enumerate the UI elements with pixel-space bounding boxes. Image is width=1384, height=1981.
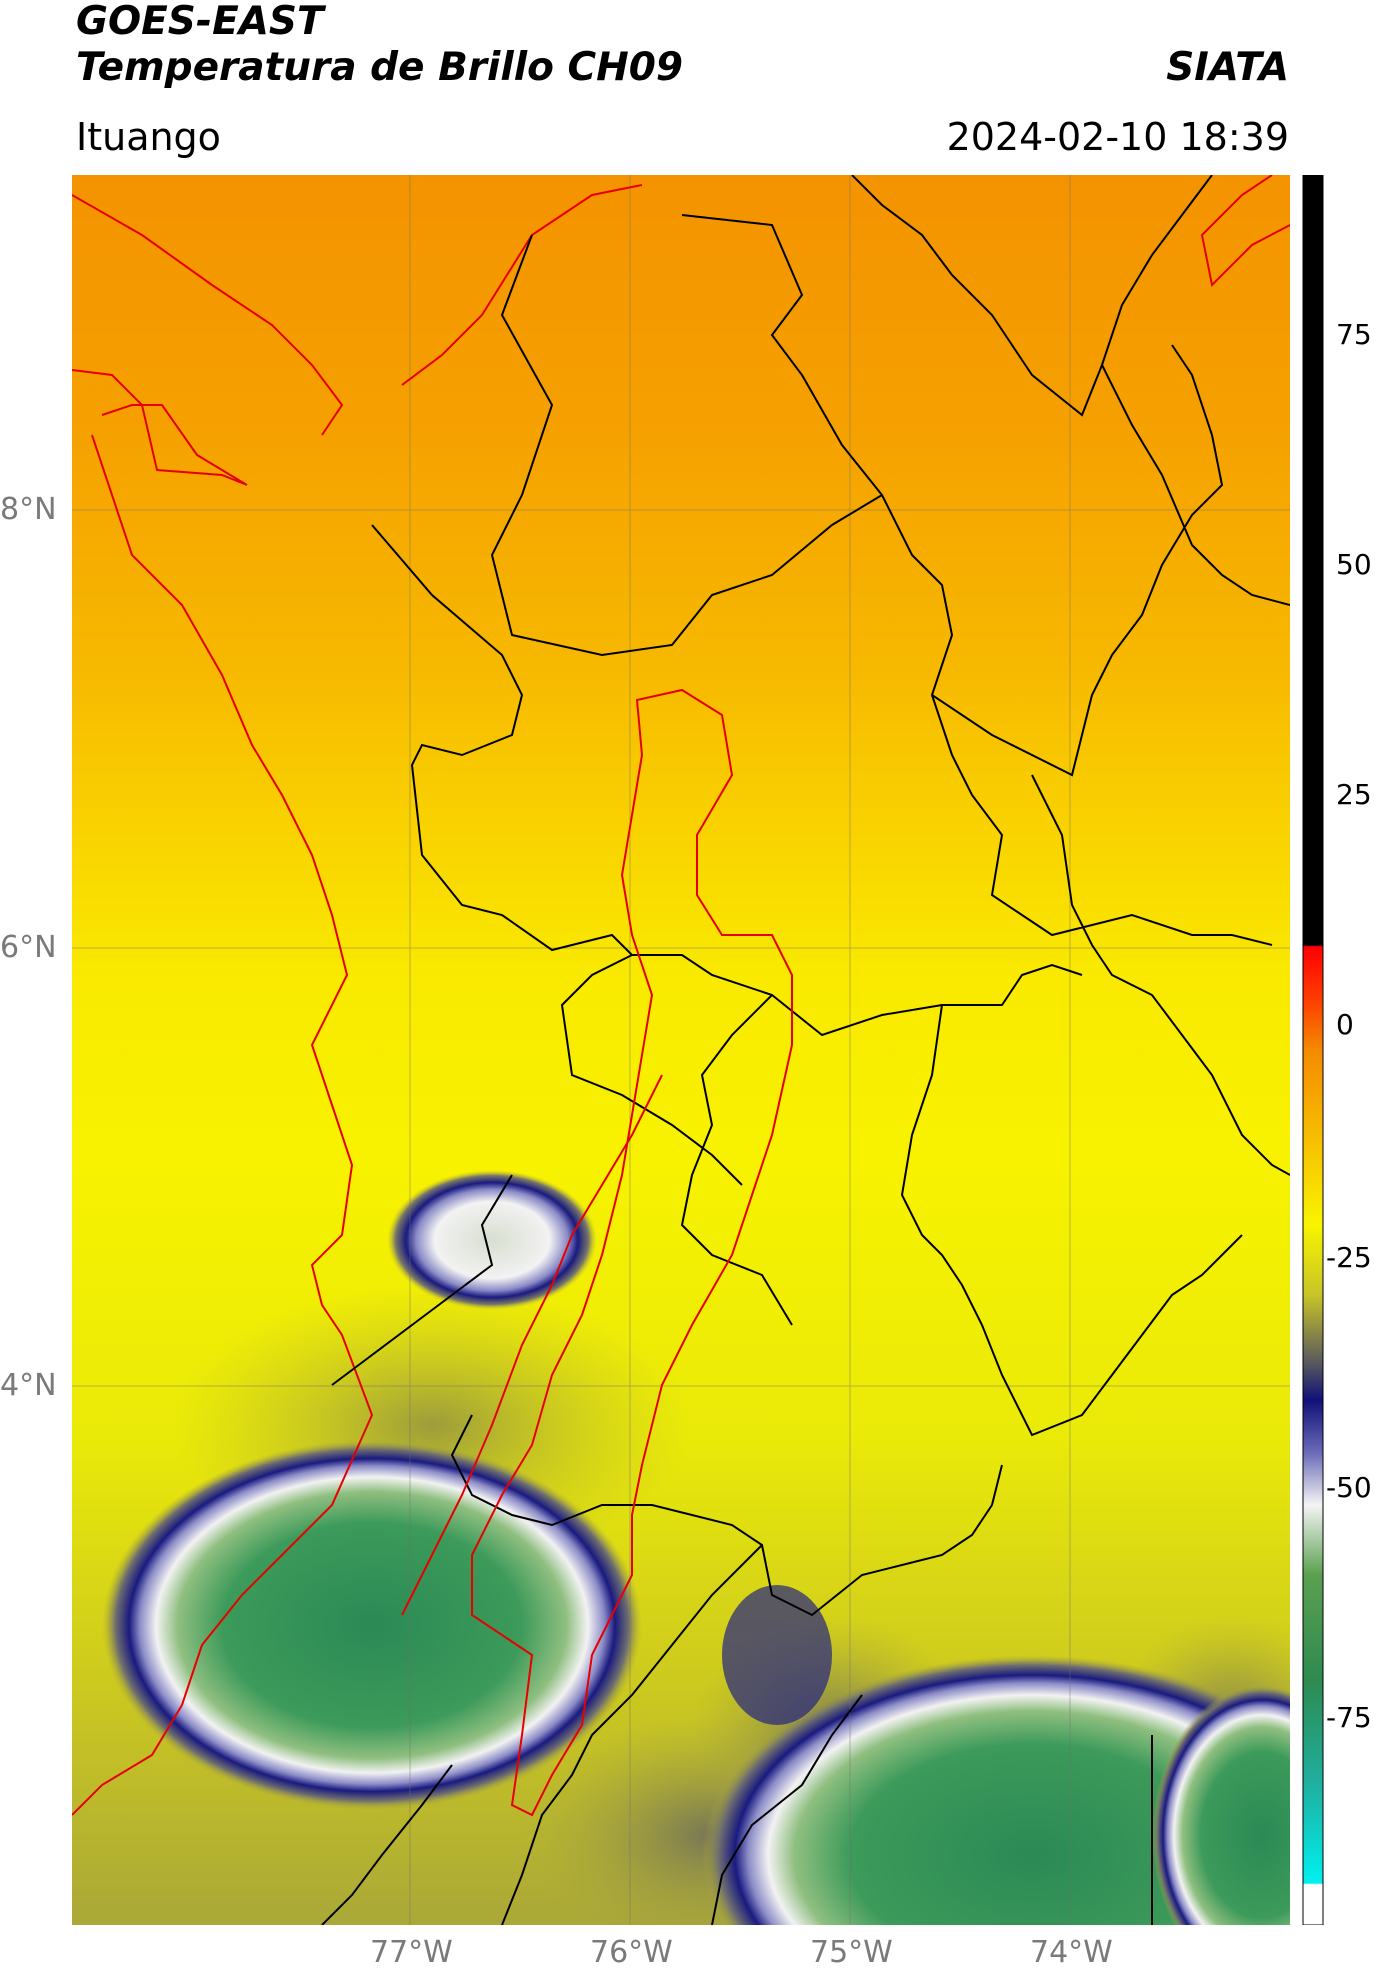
colorbar-tick-50: 50 xyxy=(1336,548,1372,581)
datetime-label: 2024-02-10 18:39 xyxy=(946,115,1289,159)
lon-label-75w: 75°W xyxy=(810,1935,893,1970)
basin-boundary-west xyxy=(401,1074,663,1616)
gridlines xyxy=(72,175,1290,1925)
temperature-colorbar xyxy=(1302,175,1324,1925)
location-label: Ituango xyxy=(76,115,221,159)
lat-label-8n: 8°N xyxy=(0,492,57,527)
lat-label-4n: 4°N xyxy=(0,1368,57,1403)
colorbar-tick-25: 25 xyxy=(1336,778,1372,811)
lon-label-76w: 76°W xyxy=(590,1935,673,1970)
cold-cloud-patch xyxy=(722,1585,832,1725)
cold-cloud-central xyxy=(387,1170,597,1310)
colorbar-tick-minus75: -75 xyxy=(1326,1701,1372,1734)
colorbar-tick-minus25: -25 xyxy=(1326,1241,1372,1274)
lon-label-74w: 74°W xyxy=(1030,1935,1113,1970)
admin-boundaries xyxy=(321,175,1290,1925)
lat-label-6n: 6°N xyxy=(0,930,57,965)
coastline-east xyxy=(1200,175,1290,288)
lon-label-77w: 77°W xyxy=(370,1935,453,1970)
cold-cloud-south xyxy=(702,1655,1290,1925)
coastline xyxy=(72,184,643,1816)
basin-boundary xyxy=(471,688,793,1817)
colorbar-tick-75: 75 xyxy=(1336,318,1372,351)
brand-label: SIATA xyxy=(1166,45,1289,90)
colorbar-tick-minus50: -50 xyxy=(1326,1471,1372,1504)
title-product: Temperatura de Brillo CH09 xyxy=(76,45,684,90)
cold-cloud-west xyxy=(102,1440,642,1810)
brightness-temperature-map xyxy=(72,175,1290,1925)
cold-cloud-southeast xyxy=(1152,1685,1290,1925)
title-satellite: GOES-EAST xyxy=(76,0,324,44)
colorbar-tick-0: 0 xyxy=(1336,1008,1354,1041)
